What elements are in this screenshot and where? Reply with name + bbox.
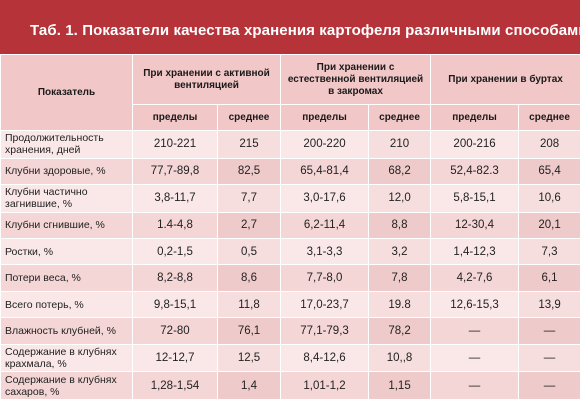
row-label: Содержание в клубнях сахаров, % xyxy=(0,371,133,400)
cell-range: 6,2-11,4 xyxy=(280,211,370,240)
cell-average: 7,7 xyxy=(216,184,282,213)
header-group-natural: При хранении с естественной вентиляцией … xyxy=(280,54,432,105)
cell-range: 17,0-23,7 xyxy=(280,290,370,319)
cell-range: 1,01-1,2 xyxy=(280,371,370,400)
cell-range: 12-12,7 xyxy=(132,343,218,373)
cell-range: 9,8-15,1 xyxy=(132,290,218,319)
cell-range: 77,7-89,8 xyxy=(132,157,218,186)
cell-range: 1,4-12,3 xyxy=(430,237,520,266)
header-sub: пределы xyxy=(430,104,520,131)
table-row: Клубни частично загнившие, % 3,8-11,7 7,7 3… xyxy=(0,184,580,213)
cell-average: 12,0 xyxy=(368,184,432,213)
cell-average: 19.8 xyxy=(368,290,432,319)
header-param: Показатель xyxy=(0,54,133,131)
cell-range: 8,2-8,8 xyxy=(132,264,218,292)
row-label: Клубни частично загнившие, % xyxy=(0,184,133,213)
cell-average: 7,8 xyxy=(368,264,432,292)
cell-range: 1.4-4,8 xyxy=(132,211,218,240)
header-sub: среднее xyxy=(368,104,432,131)
row-label: Влажность клубней, % xyxy=(0,317,133,345)
cell-range: 72-80 xyxy=(132,317,218,345)
header-group-active: При хранении с активной вентиляцией xyxy=(131,54,282,105)
table-row: Клубни сгнившие, % 1.4-4,8 2,7 6,2-11,4 8,8 1… xyxy=(0,211,580,240)
cell-range: 77,1-79,3 xyxy=(280,317,370,345)
header-sub: среднее xyxy=(216,104,282,131)
cell-range: 52,4-82.3 xyxy=(430,157,520,186)
cell-range: 3,1-3,3 xyxy=(280,237,370,266)
cell-range: — xyxy=(430,343,520,373)
table-row: Влажность клубней, % 72-80 76,1 77,1-79,3 78… xyxy=(0,317,580,345)
cell-average: 65,4 xyxy=(518,157,580,186)
table-title: Таб. 1. Показатели качества хранения кар… xyxy=(0,0,580,54)
row-label: Содержание в клубнях крахмала, % xyxy=(0,343,133,373)
cell-average: 76,1 xyxy=(216,317,282,345)
cell-average: 20,1 xyxy=(518,211,580,240)
cell-average: 6,1 xyxy=(518,264,580,292)
cell-average: — xyxy=(518,343,580,373)
cell-average: 3,2 xyxy=(368,237,432,266)
table-row: Всего потерь, % 9,8-15,1 11,8 17,0-23,7 19.8… xyxy=(0,290,580,319)
cell-range: 0,2-1,5 xyxy=(132,237,218,266)
cell-average: 8,8 xyxy=(368,211,432,240)
cell-range: 4,2-7,6 xyxy=(430,264,520,292)
cell-range: 65,4-81,4 xyxy=(280,157,370,186)
header-sub: среднее xyxy=(518,104,580,131)
cell-average: — xyxy=(518,371,580,400)
cell-average: 12,5 xyxy=(216,343,282,373)
cell-range: 7,7-8,0 xyxy=(280,264,370,292)
cell-range: — xyxy=(430,317,520,345)
row-label: Всего потерь, % xyxy=(0,290,133,319)
row-label: Продолжительность хранения, дней xyxy=(0,130,133,159)
cell-range: 210-221 xyxy=(132,130,218,159)
header-sub: пределы xyxy=(132,104,218,131)
cell-average: 0,5 xyxy=(216,237,282,266)
row-label: Клубни сгнившие, % xyxy=(0,211,133,240)
cell-average: 215 xyxy=(216,130,282,159)
cell-average: 13,9 xyxy=(518,290,580,319)
cell-range: — xyxy=(430,371,520,400)
cell-average: 210 xyxy=(368,130,432,159)
cell-average: 7,3 xyxy=(518,237,580,266)
cell-average: 2,7 xyxy=(216,211,282,240)
cell-average: 82,5 xyxy=(216,157,282,186)
table-row: Содержание в клубнях крахмала, % 12-12,7 1… xyxy=(0,343,580,373)
table-row: Ростки, % 0,2-1,5 0,5 3,1-3,3 3,2 1,4-12,3 7,3 xyxy=(0,237,580,266)
table-row: Продолжительность хранения, дней 210-221 2… xyxy=(0,130,580,159)
table-row: Содержание в клубнях сахаров, % 1,28-1,54… xyxy=(0,371,580,400)
row-label: Потери веса, % xyxy=(0,264,133,292)
row-label: Ростки, % xyxy=(0,237,133,266)
row-label: Клубни здоровые, % xyxy=(0,157,133,186)
header-sub: пределы xyxy=(280,104,370,131)
cell-average: 1,15 xyxy=(368,371,432,400)
cell-range: 12,6-15,3 xyxy=(430,290,520,319)
cell-range: 3,8-11,7 xyxy=(132,184,218,213)
cell-range: 12-30,4 xyxy=(430,211,520,240)
cell-average: 11,8 xyxy=(216,290,282,319)
header-group-burty: При хранении в буртах xyxy=(430,54,580,105)
cell-average: 10,6 xyxy=(518,184,580,213)
cell-average: 8,6 xyxy=(216,264,282,292)
cell-range: 200-220 xyxy=(280,130,370,159)
cell-average: 208 xyxy=(518,130,580,159)
cell-average: 10,,8 xyxy=(368,343,432,373)
cell-range: 8,4-12,6 xyxy=(280,343,370,373)
cell-average: 1,4 xyxy=(216,371,282,400)
cell-range: 3,0-17,6 xyxy=(280,184,370,213)
table-row: Потери веса, % 8,2-8,8 8,6 7,7-8,0 7,8 4,2-7,… xyxy=(0,264,580,292)
table-row: Клубни здоровые, % 77,7-89,8 82,5 65,4-81,4… xyxy=(0,157,580,186)
cell-average: 68,2 xyxy=(368,157,432,186)
cell-average: 78,2 xyxy=(368,317,432,345)
cell-range: 200-216 xyxy=(430,130,520,159)
cell-range: 5,8-15,1 xyxy=(430,184,520,213)
cell-range: 1,28-1,54 xyxy=(132,371,218,400)
storage-quality-table: Показатель При хранении с активной венти… xyxy=(0,54,580,400)
cell-average: — xyxy=(518,317,580,345)
